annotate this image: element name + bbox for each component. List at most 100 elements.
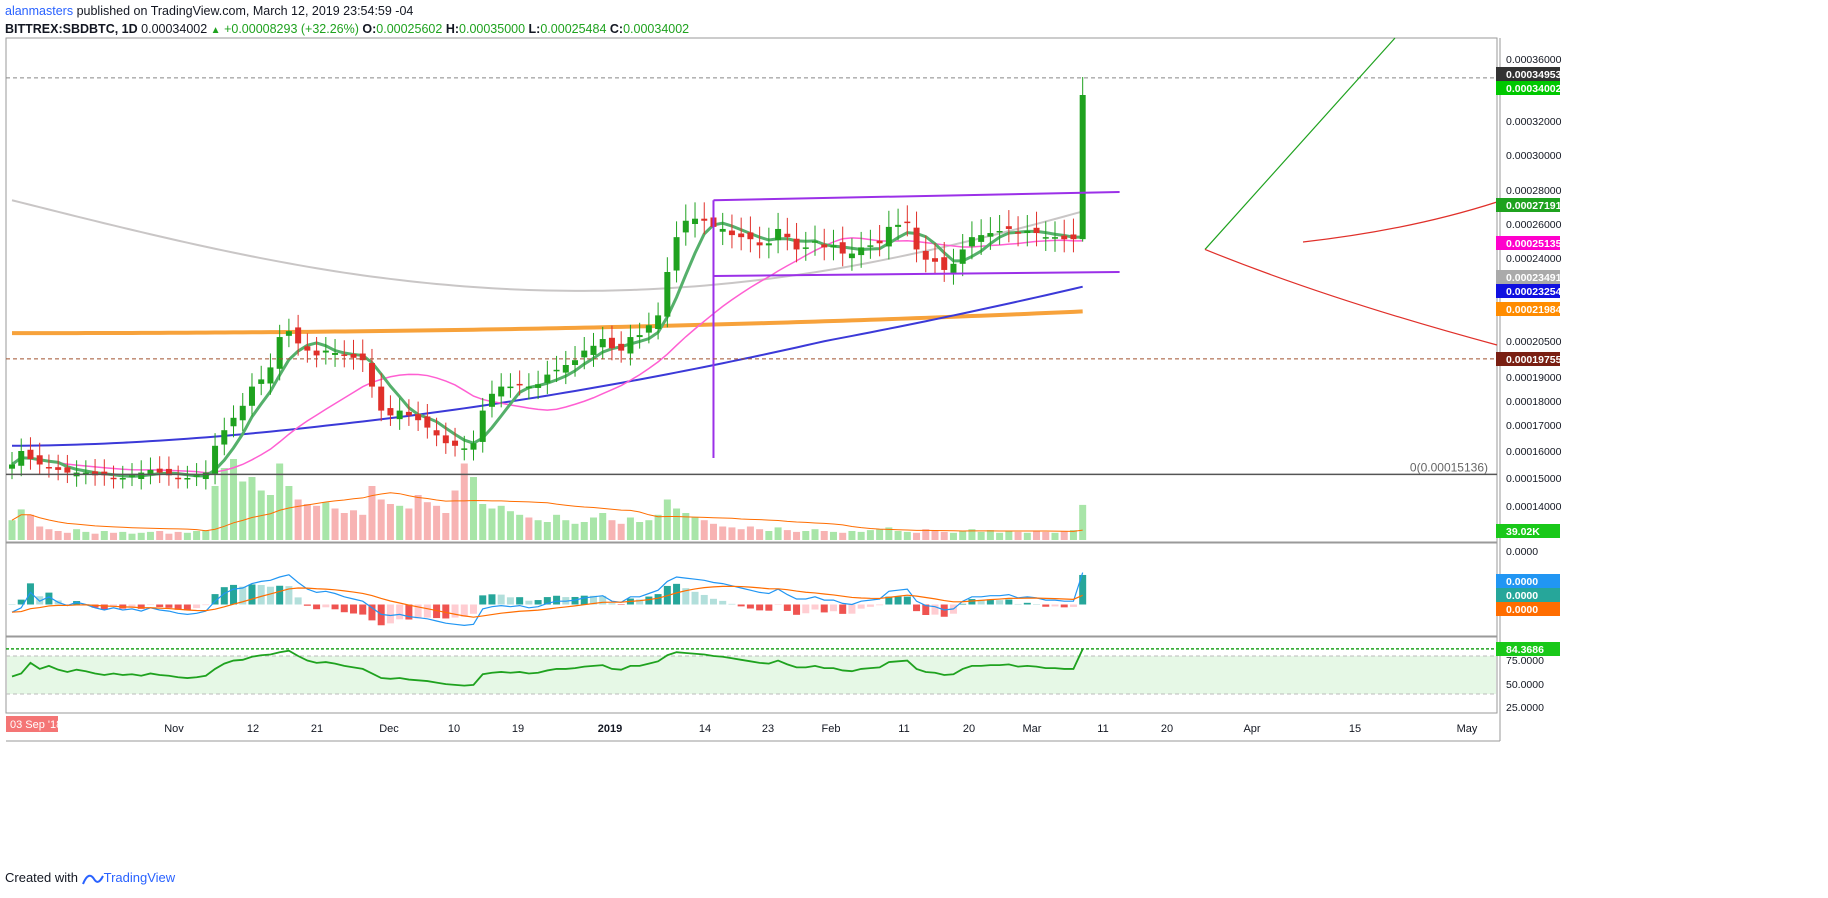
- volume-bar: [691, 517, 699, 540]
- candle-body: [839, 242, 846, 254]
- volume-bar: [183, 532, 191, 540]
- volume-bar: [580, 522, 588, 540]
- candle-body: [692, 218, 699, 225]
- candle-body: [248, 386, 255, 406]
- macd-histogram-bar: [617, 604, 625, 605]
- macd-histogram-bar: [1033, 604, 1041, 605]
- volume-bar: [820, 531, 828, 540]
- macd-histogram-bar: [414, 604, 422, 619]
- candle-body: [295, 327, 302, 344]
- candle-body: [341, 354, 348, 356]
- candle-body: [452, 440, 459, 446]
- time-tick-label: 10: [448, 723, 460, 735]
- volume-bar: [239, 481, 247, 540]
- time-tick-label: 2019: [598, 723, 622, 735]
- candle-body: [987, 233, 994, 237]
- sma50-badge-bg: [1496, 236, 1560, 250]
- candle-body: [812, 241, 819, 243]
- volume-bar: [737, 529, 745, 540]
- sma-gray-badge-bg: [1496, 270, 1560, 284]
- volume-bar: [479, 504, 487, 540]
- macd-histogram-bar: [1023, 602, 1031, 605]
- candle-body: [775, 228, 782, 241]
- macd-histogram-bar: [230, 584, 238, 605]
- volume-bar: [1079, 504, 1087, 540]
- volume-bar: [959, 531, 967, 540]
- candle-body: [932, 258, 938, 262]
- volume-bar: [36, 526, 44, 540]
- volume-bar: [968, 529, 976, 540]
- high-value: 0.00035000: [459, 22, 526, 36]
- volume-badge: 39.02K: [1506, 526, 1540, 538]
- macd-histogram-bar: [765, 604, 773, 611]
- volume-bar: [331, 508, 339, 540]
- projection-down-curve: [1204, 248, 1498, 346]
- volume-bar: [1042, 531, 1050, 540]
- candle-body: [36, 455, 43, 465]
- time-tick-label: Dec: [379, 723, 399, 735]
- macd-histogram-bar: [543, 597, 551, 605]
- author-link[interactable]: alanmasters: [5, 4, 74, 18]
- macd-histogram-bar: [968, 599, 976, 605]
- volume-bar: [543, 522, 551, 540]
- candle-body: [728, 230, 735, 236]
- candle-body: [719, 228, 726, 232]
- volume-bar: [63, 532, 71, 540]
- tradingview-brand[interactable]: TradingView: [103, 870, 176, 885]
- candle-body: [1051, 237, 1058, 239]
- macd-histogram-bar: [442, 604, 450, 619]
- candle-body: [1005, 226, 1012, 229]
- volume-bar: [913, 532, 921, 540]
- volume-bar: [73, 529, 81, 540]
- macd-histogram-bar: [303, 604, 311, 606]
- time-tick-label: 14: [699, 723, 711, 735]
- drawings: 0(0.00015136): [6, 37, 1498, 476]
- volume-bar: [802, 531, 810, 540]
- candle-body: [738, 233, 745, 238]
- candle-body: [673, 237, 680, 271]
- volume-bar: [91, 533, 99, 540]
- volume-bar: [663, 499, 671, 540]
- time-tick-label: May: [1457, 723, 1478, 735]
- candle-body: [756, 242, 763, 246]
- macd-histogram-bar: [423, 604, 431, 618]
- macd-histogram-bar: [922, 604, 930, 615]
- candle-body: [655, 315, 662, 330]
- volume-bar: [294, 499, 302, 540]
- macd-histogram-bar: [608, 603, 616, 605]
- macd-histogram-bar: [1060, 604, 1068, 608]
- volume-bar: [756, 529, 764, 540]
- time-tick-label: Apr: [1243, 723, 1260, 735]
- high-label: H:: [445, 22, 460, 36]
- volume-bar: [82, 531, 90, 540]
- macd-histogram-bar: [682, 588, 690, 605]
- candle-body: [193, 475, 200, 477]
- volume-bar: [1069, 530, 1077, 540]
- macd-histogram-bar: [488, 594, 496, 605]
- volume-bar: [220, 468, 228, 540]
- time-tick-label: 20: [1161, 723, 1173, 735]
- volume-bars: [8, 459, 1087, 540]
- macd-histogram-bar: [977, 599, 985, 605]
- candle-body: [590, 345, 597, 355]
- candle-body: [1024, 231, 1031, 234]
- macd-histogram-bar: [322, 604, 330, 608]
- macd-histogram-bar: [553, 595, 561, 605]
- macd-histogram-bar: [1051, 604, 1059, 607]
- volume-bar: [313, 505, 321, 540]
- volume-bar: [774, 527, 782, 540]
- candle-body: [221, 430, 228, 445]
- publish-line: alanmasters published on TradingView.com…: [5, 2, 1505, 20]
- volume-bar: [562, 520, 570, 540]
- macd-histogram-bar: [193, 604, 201, 609]
- volume-bar: [626, 517, 634, 540]
- time-tick-label: 23: [762, 723, 774, 735]
- candle-body: [322, 350, 329, 353]
- candle-body: [747, 232, 754, 240]
- volume-bar: [45, 529, 53, 540]
- macd-histogram-bar: [857, 604, 865, 609]
- volume-bar: [866, 530, 874, 540]
- volume-bar: [266, 495, 274, 540]
- volume-bar: [423, 502, 431, 540]
